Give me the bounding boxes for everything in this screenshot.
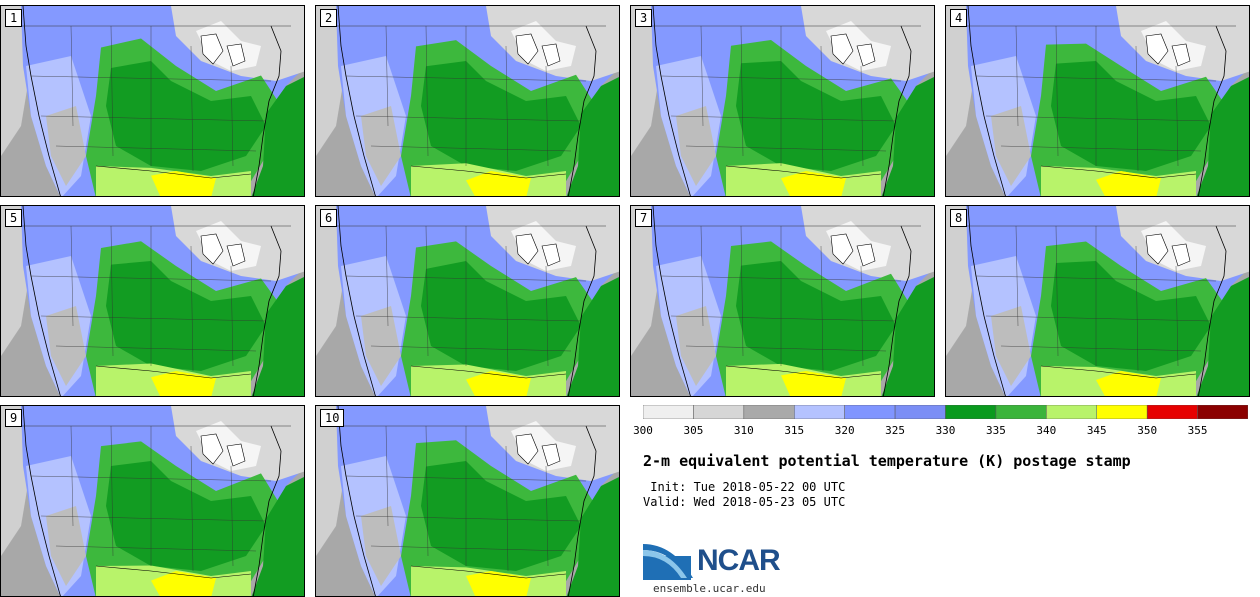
colorbar-segment [743, 405, 795, 419]
ensemble-member-panel: 2 [315, 5, 620, 197]
colorbar-segment [1197, 405, 1248, 419]
ensemble-member-panel: 5 [0, 205, 305, 397]
colorbar-tick-label: 315 [784, 424, 805, 437]
colorbar-tick-label: 320 [834, 424, 855, 437]
colorbar-segment [995, 405, 1047, 419]
colorbar-tick-label: 355 [1187, 424, 1208, 437]
colorbar-tick-label: 310 [733, 424, 754, 437]
logo-text: NCAR [697, 544, 781, 577]
colorbar-tick-label: 335 [985, 424, 1006, 437]
colorbar-segment [844, 405, 896, 419]
colorbar-segment [643, 405, 694, 419]
colorbar-segment [1046, 405, 1098, 419]
colorbar-tick-label: 325 [885, 424, 906, 437]
member-number-label: 3 [635, 9, 653, 27]
member-number-label: 1 [5, 9, 23, 27]
colorbar-tick-label: 330 [935, 424, 956, 437]
member-number-label: 6 [320, 209, 338, 227]
colorbar-segment [693, 405, 745, 419]
valid-time: Valid: Wed 2018-05-23 05 UTC [643, 495, 846, 509]
colorbar-tick-label: 300 [633, 424, 653, 437]
ensemble-member-panel: 6 [315, 205, 620, 397]
colorbar-segment [794, 405, 845, 419]
member-number-label: 10 [320, 409, 345, 427]
chart-title: 2-m equivalent potential temperature (K)… [643, 452, 1131, 470]
ensemble-member-panel: 1 [0, 5, 305, 197]
ensemble-member-panel: 4 [945, 5, 1250, 197]
colorbar [643, 405, 1248, 419]
member-number-label: 5 [5, 209, 23, 227]
member-number-label: 9 [5, 409, 23, 427]
ensemble-member-panel: 10 [315, 405, 620, 597]
member-number-label: 4 [950, 9, 968, 27]
ensemble-member-panel: 3 [630, 5, 935, 197]
member-number-label: 2 [320, 9, 338, 27]
member-number-label: 7 [635, 209, 653, 227]
colorbar-tick-label: 350 [1137, 424, 1158, 437]
colorbar-segment [1146, 405, 1198, 419]
colorbar-tick-label: 345 [1086, 424, 1107, 437]
ensemble-member-panel: 8 [945, 205, 1250, 397]
site-url: ensemble.ucar.edu [653, 582, 766, 595]
member-number-label: 8 [950, 209, 968, 227]
colorbar-segment [945, 405, 997, 419]
ensemble-member-panel: 9 [0, 405, 305, 597]
colorbar-tick-label: 305 [683, 424, 704, 437]
colorbar-segment [1096, 405, 1148, 419]
init-time: Init: Tue 2018-05-22 00 UTC [643, 480, 846, 494]
ncar-logo-icon [643, 544, 693, 580]
colorbar-segment [894, 405, 946, 419]
ensemble-member-panel: 7 [630, 205, 935, 397]
colorbar-tick-label: 340 [1036, 424, 1057, 437]
